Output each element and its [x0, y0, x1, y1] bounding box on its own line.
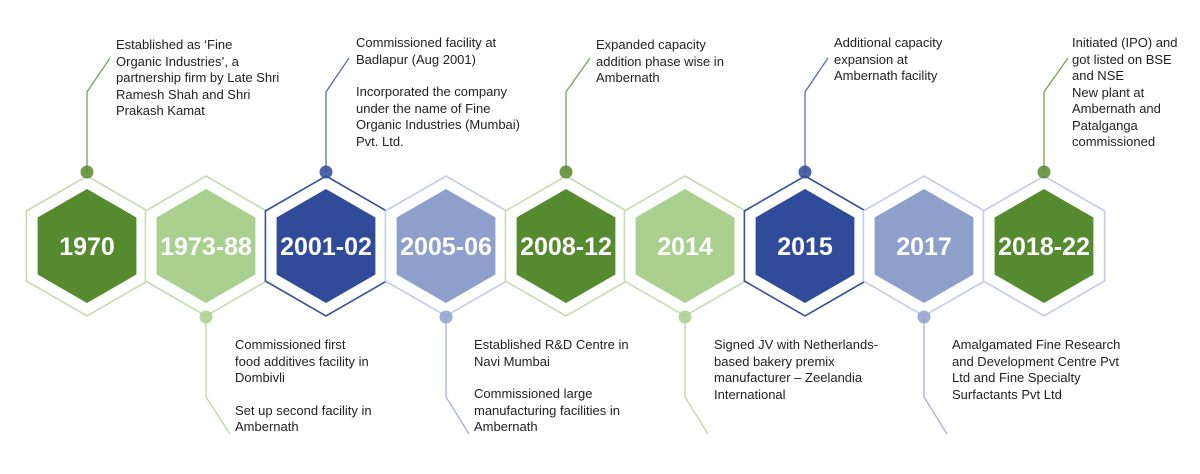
note-paragraph: Commissioned facility at Badlapur (Aug 2… [356, 35, 497, 67]
note-paragraph: Initiated (IPO) and got listed on BSE an… [1072, 35, 1178, 149]
connector-line [325, 57, 350, 172]
connector-dot [1037, 165, 1051, 179]
connector-line [86, 57, 111, 172]
note-paragraph: Established R&D Centre in Navi Mumbai [474, 337, 629, 369]
year-label: 2005-06 [400, 233, 492, 261]
milestone-1973-88: 1973-88 [144, 175, 268, 435]
connector-dot [80, 165, 94, 179]
connector-dot [559, 165, 573, 179]
hexagon-fill [994, 189, 1094, 303]
hexagon-fill [755, 189, 855, 303]
year-label: 2015 [777, 233, 833, 261]
milestone-note-2015: Additional capacity expansion at Amberna… [834, 35, 942, 85]
milestone-note-1970: Established as ‘Fine Organic Industries’… [116, 37, 279, 120]
milestone-note-2005-06: Established R&D Centre in Navi Mumbai Com… [474, 337, 629, 436]
connector-dot [917, 310, 931, 324]
note-paragraph: Amalgamated Fine Research and Developmen… [952, 337, 1121, 402]
connector-line [205, 317, 231, 435]
note-paragraph: Established as ‘Fine Organic Industries’… [116, 37, 280, 118]
year-label: 2008-12 [520, 233, 612, 261]
milestone-note-2014: Signed JV with Netherlands- based bakery… [714, 337, 878, 403]
hexagon-fill [396, 189, 496, 303]
milestone-2014: 2014 [623, 175, 747, 435]
milestone-2008-12: 2008-12 [504, 57, 628, 317]
hexagon-fill [635, 189, 735, 303]
year-label: 2018-22 [998, 233, 1090, 261]
milestone-2017: 2017 [862, 175, 986, 435]
connector-line [684, 317, 709, 435]
milestone-1970: 1970 [25, 57, 149, 317]
milestone-note-2017: Amalgamated Fine Research and Developmen… [952, 337, 1120, 403]
connector-dot [199, 310, 213, 324]
note-paragraph: Incorporated the company under the name … [356, 84, 520, 149]
hexagon-fill [874, 189, 974, 303]
note-paragraph: Signed JV with Netherlands- based bakery… [714, 337, 879, 402]
milestone-note-2008-12: Expanded capacity addition phase wise in… [596, 37, 724, 87]
connector-line [445, 317, 470, 435]
note-paragraph: Additional capacity expansion at Amberna… [834, 35, 943, 83]
hexagon-fill [156, 189, 256, 303]
note-paragraph: Commissioned first food additives facili… [235, 337, 369, 385]
year-label: 2017 [896, 233, 952, 261]
milestone-2015: 2015 [743, 57, 867, 317]
connector-dot [798, 165, 812, 179]
milestone-note-2018-22: Initiated (IPO) and got listed on BSE an… [1072, 35, 1178, 151]
note-paragraph: Set up second facility in Ambernath [235, 402, 372, 435]
milestone-note-2001-02: Commissioned facility at Badlapur (Aug 2… [356, 35, 520, 150]
year-label: 2014 [657, 233, 713, 261]
hexagon-fill [516, 189, 616, 303]
connector-dot [678, 310, 692, 324]
connector-dot [439, 310, 453, 324]
hexagon-fill [276, 189, 376, 303]
milestone-2005-06: 2005-06 [384, 175, 508, 435]
year-label: 2001-02 [280, 233, 372, 261]
connector-line [804, 57, 829, 172]
year-label: 1970 [59, 233, 115, 261]
connector-dot [319, 165, 333, 179]
year-label: 1973-88 [160, 233, 252, 261]
connector-line [565, 57, 591, 172]
connector-line [1043, 57, 1069, 172]
note-paragraph: Expanded capacity addition phase wise in… [596, 37, 724, 85]
milestone-2018-22: 2018-22 [982, 57, 1106, 317]
connector-line [923, 317, 948, 435]
milestone-note-1973-88: Commissioned first food additives facili… [235, 337, 372, 436]
hexagon-fill [37, 189, 137, 303]
note-paragraph: Commissioned large manufacturing facilit… [474, 386, 620, 434]
